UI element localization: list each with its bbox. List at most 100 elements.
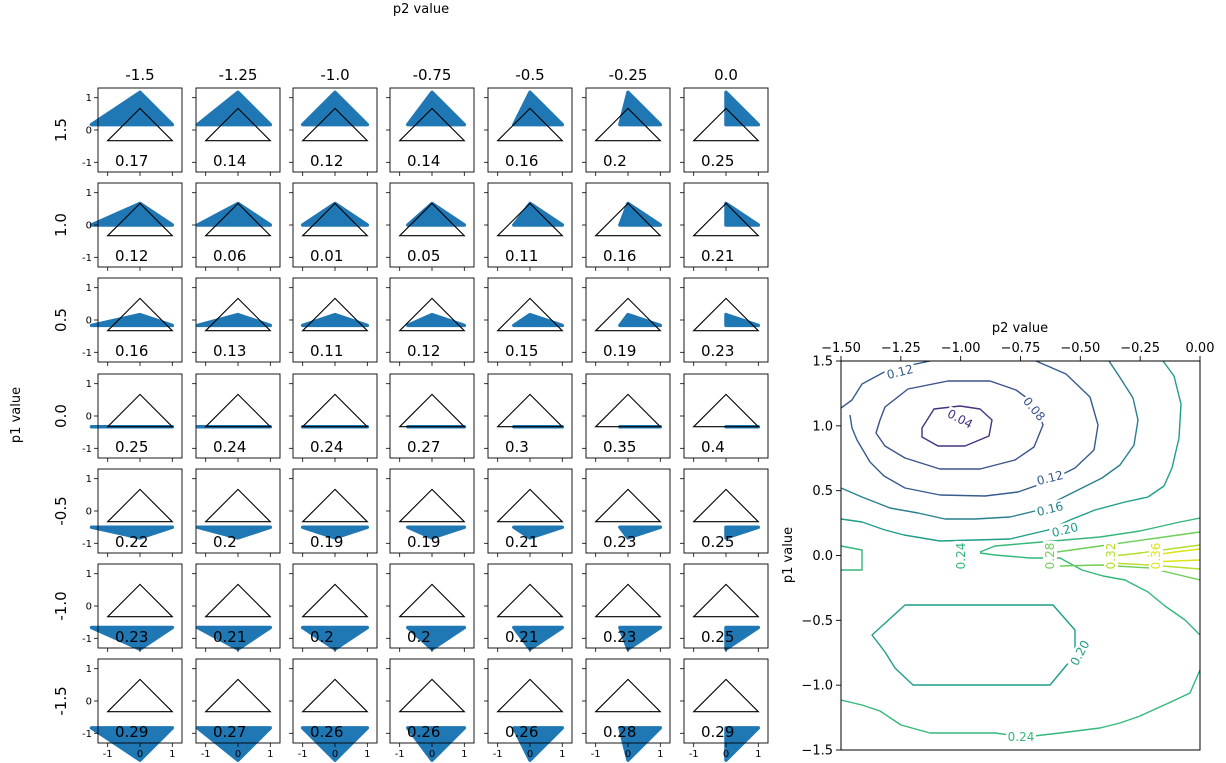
reference-triangle bbox=[301, 393, 369, 428]
panel: 0.11 bbox=[484, 182, 573, 271]
column-header: -0.75 bbox=[413, 66, 452, 84]
y-tick-label: 1 bbox=[86, 569, 92, 580]
contour-line bbox=[841, 545, 863, 571]
reference-triangle bbox=[398, 202, 466, 237]
reference-triangle bbox=[106, 393, 174, 428]
contour-x-tick-label: −0.25 bbox=[1120, 341, 1160, 356]
panel: -1 0 1 0.28 bbox=[582, 658, 671, 762]
reference-triangle bbox=[594, 202, 662, 237]
x-tick-label: 1 bbox=[267, 749, 273, 760]
reference-triangle bbox=[204, 202, 272, 237]
panel: 0.23 bbox=[680, 277, 769, 366]
reference-triangle bbox=[204, 678, 272, 713]
scatter-shape bbox=[406, 726, 467, 762]
panel: -1 0 1 0.26 bbox=[484, 658, 573, 762]
column-header: -0.5 bbox=[515, 66, 544, 84]
scatter-shape bbox=[89, 90, 175, 127]
reference-triangle bbox=[594, 393, 662, 428]
score-label: 0.21 bbox=[701, 247, 734, 265]
score-label: 0.25 bbox=[115, 438, 148, 456]
panel: 0.24 bbox=[192, 373, 281, 462]
contour-plot: p2 value p1 value 0.04 0.080.120.120.160.… bbox=[781, 321, 1214, 759]
panel: 0.19 bbox=[386, 468, 475, 557]
reference-triangle bbox=[594, 488, 662, 523]
score-label: 0.14 bbox=[407, 152, 440, 170]
score-label: 0.19 bbox=[407, 533, 440, 551]
panel: 0.12 bbox=[386, 277, 475, 366]
panel: -1 0 110-1 0.29 bbox=[82, 658, 183, 762]
contour-line bbox=[849, 361, 1099, 497]
contour-label: 0.12 bbox=[885, 362, 914, 382]
score-label: 0.27 bbox=[407, 438, 440, 456]
score-label: 0.11 bbox=[505, 247, 538, 265]
score-label: 0.11 bbox=[310, 342, 343, 360]
x-tick-label: 0 bbox=[235, 749, 241, 760]
contour-label-bg bbox=[943, 405, 977, 433]
contour-line bbox=[921, 405, 993, 447]
contour-x-tick-label: −1.50 bbox=[821, 341, 861, 356]
reference-triangle bbox=[301, 202, 369, 237]
contour-x-tick-label: −1.25 bbox=[881, 341, 921, 356]
y-tick-label: -1 bbox=[82, 729, 92, 740]
row-header: -1.0 bbox=[52, 591, 70, 620]
x-tick-label: -1 bbox=[493, 749, 503, 760]
score-label: 0.01 bbox=[310, 247, 343, 265]
panel: 0.2 bbox=[192, 468, 281, 557]
x-tick-label: -1 bbox=[689, 749, 699, 760]
row-header: 0.5 bbox=[52, 308, 70, 332]
score-label: 0.25 bbox=[701, 533, 734, 551]
scatter-shape bbox=[618, 525, 663, 540]
score-label: 0.16 bbox=[505, 152, 538, 170]
panel: 0.25 bbox=[680, 87, 769, 176]
scatter-shape bbox=[406, 625, 467, 651]
x-tick-label: 0 bbox=[527, 749, 533, 760]
panel: 1 0 -1 0.12 bbox=[82, 182, 183, 271]
score-label: 0.2 bbox=[213, 533, 237, 551]
contour-y-tick-label: −1.5 bbox=[801, 744, 833, 759]
reference-triangle bbox=[204, 393, 272, 428]
contour-ylabel: p1 value bbox=[781, 527, 796, 583]
reference-triangle bbox=[106, 107, 174, 142]
scatter-shape bbox=[195, 726, 273, 762]
panel: 0.27 bbox=[386, 373, 475, 462]
grid-ylabel: p1 value bbox=[9, 387, 24, 443]
y-tick-label: 1 bbox=[86, 664, 92, 675]
panel: 0.2 bbox=[289, 563, 378, 652]
score-label: 0.29 bbox=[701, 723, 734, 741]
contour-label-bg bbox=[1104, 541, 1118, 571]
panel: 0.14 bbox=[386, 87, 475, 176]
reference-triangle bbox=[398, 297, 466, 332]
scatter-shape bbox=[406, 525, 467, 540]
contour-label-bg bbox=[954, 541, 968, 571]
x-tick-label: -1 bbox=[201, 749, 211, 760]
contour-label-bg bbox=[1149, 541, 1163, 571]
reference-triangle bbox=[204, 583, 272, 618]
x-tick-label: 0 bbox=[332, 749, 338, 760]
contour-label: 0.32 bbox=[1104, 543, 1118, 570]
panel: -1 0 1 0.29 bbox=[680, 658, 769, 762]
row-header: -1.5 bbox=[52, 686, 70, 715]
scatter-shape bbox=[89, 525, 175, 540]
contour-label: 0.36 bbox=[1149, 543, 1163, 570]
panel: 0.16 bbox=[582, 182, 671, 271]
y-tick-label: 0 bbox=[86, 507, 92, 518]
reference-triangle bbox=[301, 297, 369, 332]
grid-xlabel: p2 value bbox=[393, 2, 449, 17]
panel: 1 0 -1 0.23 bbox=[82, 563, 183, 652]
score-label: 0.24 bbox=[310, 438, 343, 456]
contour-label-bg bbox=[1018, 393, 1050, 425]
x-tick-label: 0 bbox=[429, 749, 435, 760]
panel: 0.25 bbox=[680, 468, 769, 557]
score-label: 0.14 bbox=[213, 152, 246, 170]
panel: 0.14 bbox=[192, 87, 281, 176]
reference-triangle bbox=[496, 583, 564, 618]
score-label: 0.26 bbox=[407, 723, 440, 741]
scatter-shape bbox=[724, 201, 761, 227]
x-tick-label: -1 bbox=[591, 749, 601, 760]
reference-triangle bbox=[398, 107, 466, 142]
reference-triangle bbox=[301, 488, 369, 523]
column-header: -0.25 bbox=[609, 66, 648, 84]
column-header: -1.25 bbox=[219, 66, 258, 84]
panel: 0.13 bbox=[192, 277, 281, 366]
score-label: 0.22 bbox=[115, 533, 148, 551]
